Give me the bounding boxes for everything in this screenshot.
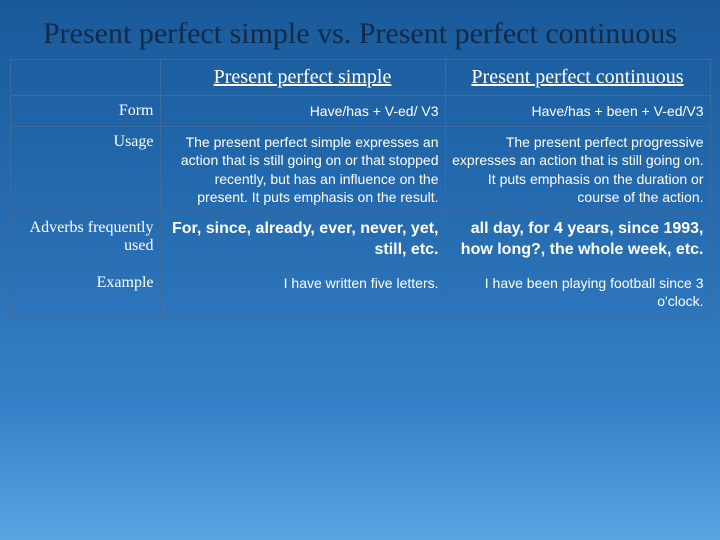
cell-form-continuous: Have/has + been + V-ed/V3 <box>445 96 710 127</box>
table-header-row: Present perfect simple Present perfect c… <box>10 60 710 96</box>
cell-form-simple: Have/has + V-ed/ V3 <box>160 96 445 127</box>
header-col1: Present perfect simple <box>160 60 445 96</box>
cell-adverbs-simple: For, since, already, ever, never, yet, s… <box>160 212 445 267</box>
cell-adverbs-continuous: all day, for 4 years, since 1993, how lo… <box>445 212 710 267</box>
row-label-adverbs: Adverbs frequently used <box>10 212 160 267</box>
table-row: Example I have written five letters. I h… <box>10 267 710 316</box>
cell-example-continuous: I have been playing football since 3 o'c… <box>445 267 710 316</box>
table-row: Form Have/has + V-ed/ V3 Have/has + been… <box>10 96 710 127</box>
header-empty <box>10 60 160 96</box>
row-label-example: Example <box>10 267 160 316</box>
row-label-usage: Usage <box>10 127 160 213</box>
cell-usage-continuous: The present perfect progressive expresse… <box>445 127 710 213</box>
header-col2: Present perfect continuous <box>445 60 710 96</box>
cell-example-simple: I have written five letters. <box>160 267 445 316</box>
cell-usage-simple: The present perfect simple expresses an … <box>160 127 445 213</box>
page-title: Present perfect simple vs. Present perfe… <box>0 0 720 59</box>
table-row: Adverbs frequently used For, since, alre… <box>10 212 710 267</box>
row-label-form: Form <box>10 96 160 127</box>
table-row: Usage The present perfect simple express… <box>10 127 710 213</box>
comparison-table: Present perfect simple Present perfect c… <box>10 59 711 317</box>
